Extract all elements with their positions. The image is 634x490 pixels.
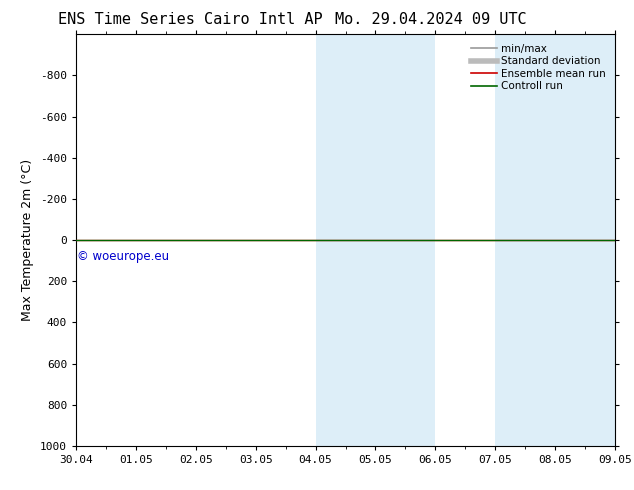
Text: Mo. 29.04.2024 09 UTC: Mo. 29.04.2024 09 UTC bbox=[335, 12, 527, 27]
Legend: min/max, Standard deviation, Ensemble mean run, Controll run: min/max, Standard deviation, Ensemble me… bbox=[467, 40, 610, 96]
Bar bbox=[555, 34, 615, 446]
Bar bbox=[316, 34, 375, 446]
Y-axis label: Max Temperature 2m (°C): Max Temperature 2m (°C) bbox=[22, 159, 34, 321]
Text: © woeurope.eu: © woeurope.eu bbox=[77, 250, 169, 264]
Text: ENS Time Series Cairo Intl AP: ENS Time Series Cairo Intl AP bbox=[58, 12, 323, 27]
Bar bbox=[375, 34, 436, 446]
Bar bbox=[495, 34, 555, 446]
